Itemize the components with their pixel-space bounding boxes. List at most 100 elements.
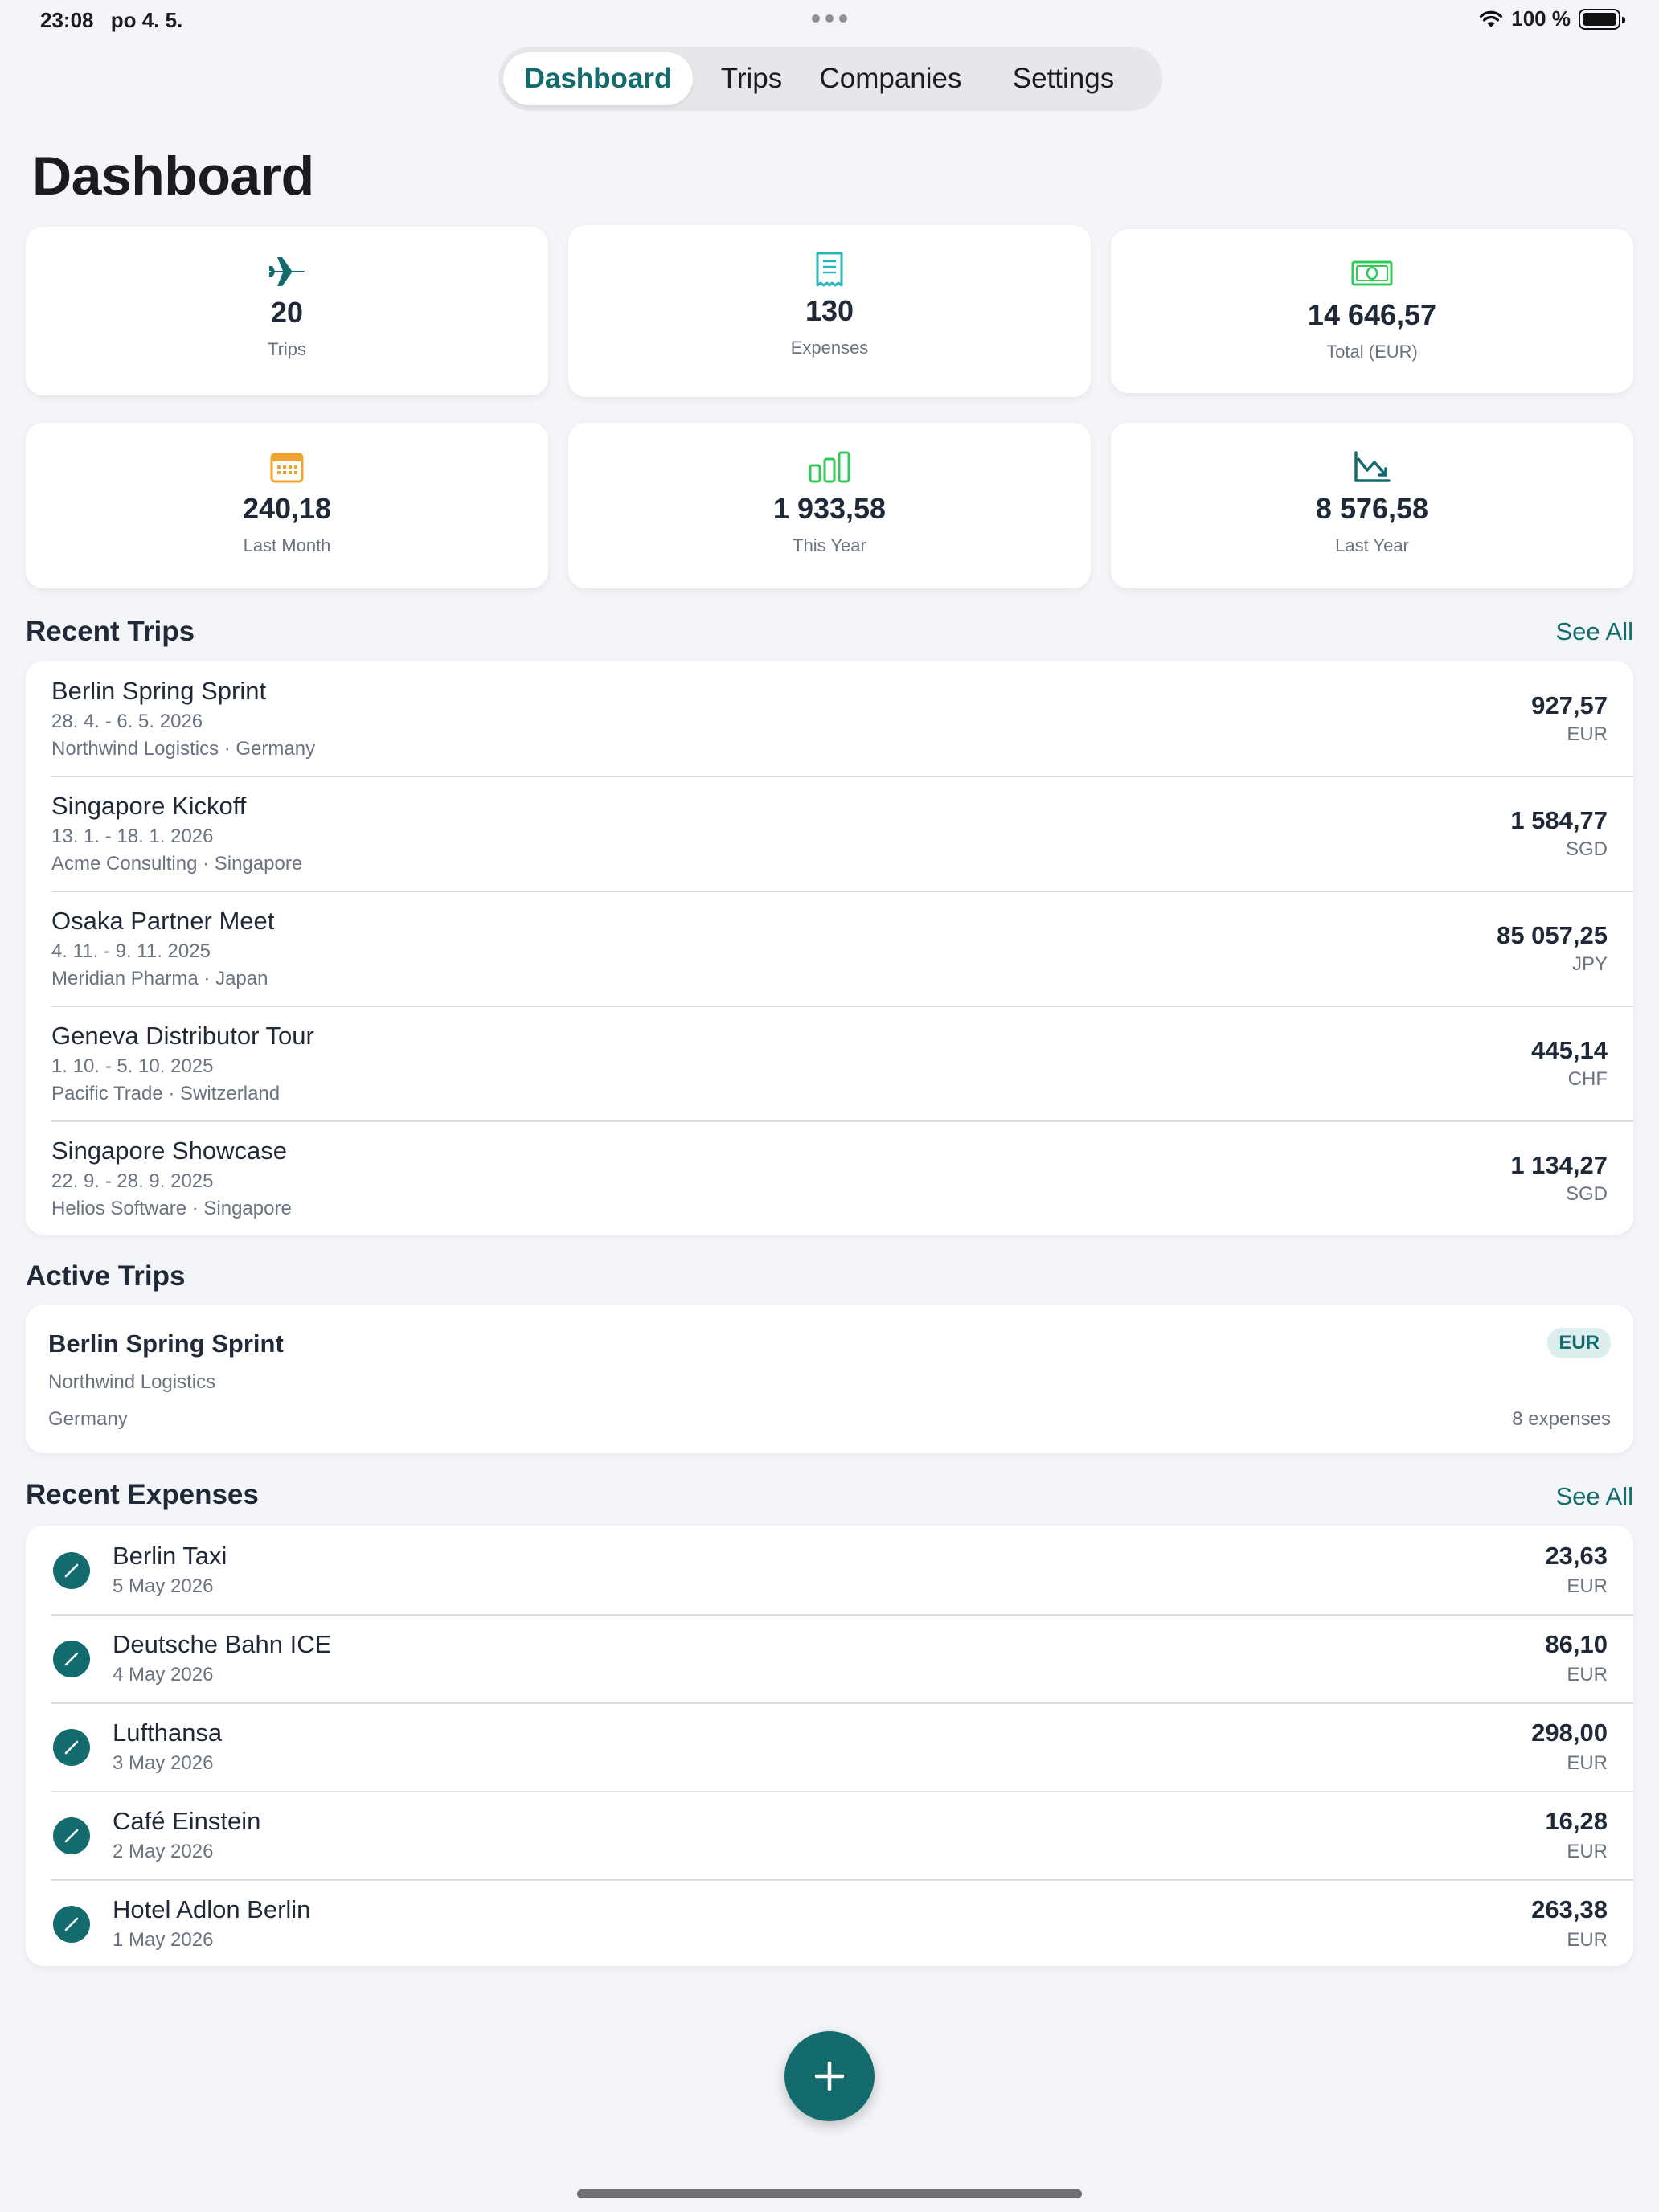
active-trips-title: Active Trips <box>26 1260 186 1292</box>
expense-date: 5 May 2026 <box>113 1575 214 1597</box>
stat-card-total[interactable]: 14 646,57 Total (EUR) <box>1111 229 1633 393</box>
stat-label: Total (EUR) <box>1326 342 1418 362</box>
trip-amount: 85 057,25 <box>1497 921 1608 949</box>
status-indicators: 100 % <box>1479 6 1625 31</box>
receipt-icon <box>815 251 844 288</box>
trip-name: Geneva Distributor Tour <box>51 1022 314 1050</box>
trip-row[interactable]: Singapore Showcase 22. 9. - 28. 9. 2025 … <box>26 1120 1633 1235</box>
expense-row[interactable]: Berlin Taxi 5 May 2026 23,63 EUR <box>26 1526 1633 1614</box>
expense-currency: EUR <box>1567 1575 1608 1597</box>
expense-amount: 298,00 <box>1531 1718 1608 1747</box>
trip-currency: CHF <box>1567 1068 1608 1090</box>
pencil-icon <box>53 1729 90 1766</box>
expense-name: Deutsche Bahn ICE <box>113 1630 332 1658</box>
trip-company-country: Acme Consulting · Singapore <box>51 853 303 875</box>
page-title: Dashboard <box>32 145 314 207</box>
trip-name: Osaka Partner Meet <box>51 907 275 935</box>
recent-trips-list: Berlin Spring Sprint 28. 4. - 6. 5. 2026… <box>26 661 1633 1235</box>
expense-row[interactable]: Lufthansa 3 May 2026 298,00 EUR <box>26 1702 1633 1791</box>
stat-value: 8 576,58 <box>1315 492 1429 525</box>
stat-value: 20 <box>270 296 304 329</box>
trip-name: Singapore Kickoff <box>51 792 247 820</box>
trip-currency: SGD <box>1565 838 1608 860</box>
trip-company-country: Pacific Trade · Switzerland <box>51 1083 281 1104</box>
stat-label: Trips <box>267 339 307 359</box>
expense-date: 4 May 2026 <box>113 1664 214 1686</box>
battery-percent: 100 % <box>1511 6 1571 31</box>
trip-name: Berlin Spring Sprint <box>51 677 267 705</box>
trip-dates: 4. 11. - 9. 11. 2025 <box>51 940 211 962</box>
expense-name: Hotel Adlon Berlin <box>113 1895 311 1923</box>
pencil-icon <box>53 1641 90 1677</box>
trip-amount: 1 134,27 <box>1510 1151 1608 1179</box>
stat-label: Last Month <box>243 535 331 555</box>
trip-dates: 13. 1. - 18. 1. 2026 <box>51 825 214 847</box>
wifi-icon <box>1480 10 1503 27</box>
trip-currency: EUR <box>1567 723 1608 745</box>
trend-down-icon <box>1354 449 1391 485</box>
expense-date: 1 May 2026 <box>113 1929 214 1951</box>
stat-value: 14 646,57 <box>1307 298 1437 331</box>
banknote-icon <box>1351 255 1393 292</box>
expense-row[interactable]: Café Einstein 2 May 2026 16,28 EUR <box>26 1791 1633 1879</box>
battery-icon <box>1579 8 1625 30</box>
trip-amount: 445,14 <box>1531 1036 1608 1064</box>
tab-dashboard[interactable]: Dashboard <box>503 52 693 105</box>
multitasking-dots-icon[interactable] <box>812 14 847 24</box>
expense-row[interactable]: Hotel Adlon Berlin 1 May 2026 263,38 EUR <box>26 1879 1633 1966</box>
plus-icon <box>814 2061 845 2091</box>
expense-name: Berlin Taxi <box>113 1542 227 1570</box>
airplane-icon <box>268 252 306 289</box>
stat-value: 240,18 <box>242 492 332 525</box>
pencil-icon <box>53 1552 90 1589</box>
stat-card-this-year[interactable]: 1 933,58 This Year <box>568 423 1091 588</box>
expense-currency: EUR <box>1567 1752 1608 1774</box>
stat-value: 130 <box>805 294 854 327</box>
home-indicator[interactable] <box>577 2189 1082 2198</box>
stat-card-last-month[interactable]: 240,18 Last Month <box>26 423 548 588</box>
status-bar: 23:08 po 4. 5. 100 % <box>0 0 1659 40</box>
expense-row[interactable]: Deutsche Bahn ICE 4 May 2026 86,10 EUR <box>26 1614 1633 1702</box>
main-tab-bar: Dashboard Trips Companies Settings <box>498 47 1162 111</box>
tab-companies[interactable]: Companies <box>819 63 962 94</box>
stat-label: Last Year <box>1335 535 1409 555</box>
trip-dates: 28. 4. - 6. 5. 2026 <box>51 711 203 732</box>
stat-card-trips[interactable]: 20 Trips <box>26 227 548 395</box>
trip-row[interactable]: Singapore Kickoff 13. 1. - 18. 1. 2026 A… <box>26 776 1633 891</box>
expense-amount: 263,38 <box>1531 1895 1608 1923</box>
trip-company-country: Meridian Pharma · Japan <box>51 968 268 989</box>
expense-date: 3 May 2026 <box>113 1752 214 1774</box>
trip-company-country: Helios Software · Singapore <box>51 1198 292 1219</box>
expense-amount: 16,28 <box>1545 1807 1608 1835</box>
tab-trips[interactable]: Trips <box>720 63 783 94</box>
active-trip-name: Berlin Spring Sprint <box>48 1329 284 1358</box>
trip-row[interactable]: Osaka Partner Meet 4. 11. - 9. 11. 2025 … <box>26 891 1633 1006</box>
trip-currency: JPY <box>1571 953 1608 975</box>
status-time: 23:08 po 4. 5. <box>40 8 182 33</box>
stat-card-last-year[interactable]: 8 576,58 Last Year <box>1111 423 1633 588</box>
trip-name: Singapore Showcase <box>51 1137 287 1165</box>
calendar-icon <box>270 449 304 485</box>
recent-expenses-list: Berlin Taxi 5 May 2026 23,63 EUR Deutsch… <box>26 1526 1633 1966</box>
trip-company-country: Northwind Logistics · Germany <box>51 738 316 760</box>
trip-row[interactable]: Berlin Spring Sprint 28. 4. - 6. 5. 2026… <box>26 661 1633 776</box>
recent-trips-see-all-link[interactable]: See All <box>1555 617 1633 645</box>
stat-label: Expenses <box>790 338 869 358</box>
recent-trips-title: Recent Trips <box>26 616 195 647</box>
pencil-icon <box>53 1906 90 1943</box>
expense-amount: 23,63 <box>1545 1542 1608 1570</box>
add-expense-button[interactable] <box>784 2031 875 2121</box>
tab-settings[interactable]: Settings <box>1012 63 1115 94</box>
expense-currency: EUR <box>1567 1841 1608 1862</box>
trip-amount: 927,57 <box>1531 691 1608 719</box>
expense-currency: EUR <box>1567 1929 1608 1951</box>
stat-value: 1 933,58 <box>772 492 887 525</box>
active-trip-card[interactable]: Berlin Spring Sprint Northwind Logistics… <box>26 1305 1633 1453</box>
stat-card-expenses[interactable]: 130 Expenses <box>568 225 1091 397</box>
recent-expenses-see-all-link[interactable]: See All <box>1555 1482 1633 1510</box>
trip-dates: 1. 10. - 5. 10. 2025 <box>51 1055 214 1077</box>
expense-name: Lufthansa <box>113 1718 223 1747</box>
trip-amount: 1 584,77 <box>1510 806 1608 834</box>
expense-date: 2 May 2026 <box>113 1841 214 1862</box>
trip-row[interactable]: Geneva Distributor Tour 1. 10. - 5. 10. … <box>26 1006 1633 1120</box>
